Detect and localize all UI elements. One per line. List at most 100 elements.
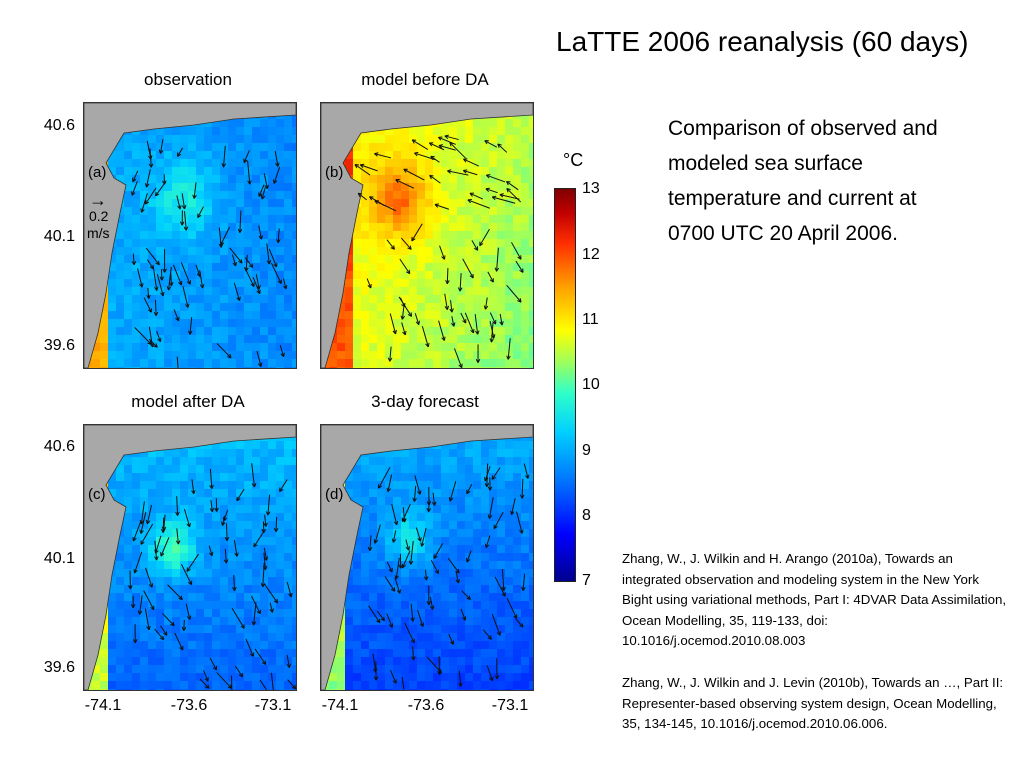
current-arrow-head bbox=[398, 564, 403, 569]
current-arrow bbox=[233, 574, 235, 591]
current-arrow bbox=[267, 494, 271, 516]
current-arrow bbox=[376, 610, 385, 622]
current-arrow bbox=[173, 309, 180, 322]
current-arrow bbox=[492, 196, 516, 204]
current-arrow-head bbox=[175, 316, 180, 322]
current-arrow-head bbox=[401, 563, 406, 569]
current-arrow-head bbox=[266, 260, 272, 265]
current-arrow bbox=[159, 139, 164, 154]
current-arrow-head bbox=[272, 179, 278, 184]
current-arrow bbox=[132, 521, 142, 542]
current-arrow-head bbox=[212, 665, 217, 671]
current-arrow bbox=[430, 559, 439, 574]
current-arrow bbox=[485, 188, 498, 194]
current-arrow bbox=[174, 632, 184, 651]
current-arrow-head bbox=[449, 308, 454, 313]
current-arrow bbox=[180, 262, 191, 285]
current-arrow-head bbox=[380, 616, 385, 622]
current-arrow bbox=[387, 474, 393, 492]
current-arrow-head bbox=[186, 522, 191, 528]
xtick-right-2: -73.6 bbox=[407, 697, 445, 714]
current-arrow bbox=[176, 528, 179, 545]
current-arrow-head bbox=[133, 568, 138, 574]
current-arrow-head bbox=[463, 158, 468, 163]
current-arrow bbox=[398, 296, 412, 317]
current-arrow bbox=[360, 164, 378, 172]
current-arrow bbox=[410, 603, 414, 622]
current-arrow bbox=[496, 247, 499, 272]
current-arrow-head bbox=[291, 684, 296, 690]
current-arrow-head bbox=[429, 174, 434, 180]
current-arrow-head bbox=[467, 198, 472, 204]
current-arrow bbox=[180, 563, 193, 585]
current-arrow bbox=[394, 577, 401, 594]
current-arrow-head bbox=[253, 542, 258, 548]
current-arrow-head bbox=[485, 174, 491, 179]
current-arrow-head bbox=[483, 305, 489, 310]
current-arrow bbox=[137, 268, 143, 288]
land-mass bbox=[321, 103, 533, 368]
current-arrow bbox=[176, 356, 179, 368]
current-arrow bbox=[189, 317, 193, 335]
current-arrow-head bbox=[466, 595, 471, 601]
current-arrow bbox=[489, 320, 495, 339]
current-arrow bbox=[256, 350, 262, 367]
current-arrow bbox=[449, 480, 457, 502]
current-arrow bbox=[521, 478, 524, 499]
current-arrow bbox=[262, 563, 265, 587]
current-arrow bbox=[471, 240, 479, 251]
current-arrow bbox=[269, 602, 273, 613]
current-arrow-head bbox=[513, 614, 518, 619]
current-arrow-head bbox=[403, 168, 408, 173]
current-arrow-head bbox=[131, 261, 137, 266]
current-arrow-head bbox=[470, 328, 475, 334]
current-arrow bbox=[216, 672, 233, 689]
current-arrow bbox=[433, 543, 444, 559]
current-arrow-head bbox=[493, 524, 498, 530]
current-arrow bbox=[220, 226, 230, 246]
current-arrow bbox=[389, 346, 392, 362]
current-arrow bbox=[395, 557, 400, 580]
current-arrow-head bbox=[251, 621, 257, 626]
current-arrow-head bbox=[466, 489, 471, 495]
current-arrow-head bbox=[519, 529, 524, 534]
current-arrow-head bbox=[162, 268, 167, 273]
current-arrow bbox=[234, 665, 243, 678]
current-arrow bbox=[439, 245, 445, 260]
current-arrow bbox=[283, 278, 287, 290]
current-arrow-head bbox=[157, 337, 162, 343]
current-arrow-head bbox=[186, 280, 191, 285]
current-arrow bbox=[229, 247, 243, 264]
ytick-bottom-3: 39.6 bbox=[43, 659, 75, 676]
current-arrow bbox=[263, 173, 268, 189]
current-arrow bbox=[144, 608, 150, 630]
current-arrow bbox=[515, 618, 524, 628]
current-arrow-head bbox=[232, 586, 237, 592]
current-arrow-head bbox=[275, 162, 280, 167]
current-arrow bbox=[506, 284, 522, 303]
current-arrow bbox=[401, 677, 405, 690]
current-arrow-head bbox=[238, 259, 243, 264]
current-arrow-head bbox=[411, 236, 416, 242]
current-arrow bbox=[402, 507, 406, 523]
panel-title-observation: observation bbox=[144, 70, 232, 89]
current-arrow-head bbox=[449, 640, 455, 645]
current-arrow bbox=[482, 629, 492, 640]
current-arrow bbox=[434, 204, 450, 210]
current-arrow bbox=[263, 552, 266, 570]
current-arrow bbox=[455, 572, 459, 584]
current-arrow-head bbox=[429, 605, 435, 610]
current-arrow bbox=[156, 330, 161, 342]
current-arrow bbox=[506, 181, 519, 191]
current-arrow-head bbox=[132, 639, 138, 644]
current-arrow bbox=[414, 313, 420, 325]
current-arrow-head bbox=[220, 241, 225, 246]
current-arrow bbox=[266, 243, 270, 265]
current-arrow-head bbox=[434, 203, 439, 208]
current-arrow bbox=[203, 670, 209, 682]
current-arrow bbox=[486, 665, 493, 682]
current-arrow bbox=[401, 307, 405, 320]
current-arrow bbox=[277, 228, 280, 243]
current-arrow-head bbox=[177, 205, 182, 210]
current-arrow-head bbox=[256, 285, 261, 290]
